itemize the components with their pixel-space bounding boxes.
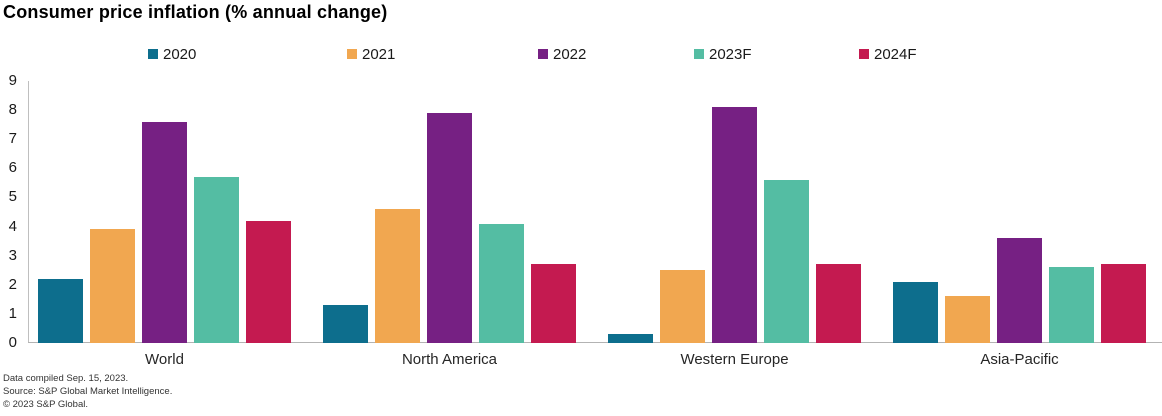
legend-label: 2024F — [874, 45, 917, 63]
bar-western-europe-2021 — [660, 270, 705, 343]
bar-world-2024f — [246, 220, 291, 343]
x-axis-category-label: Asia-Pacific — [980, 351, 1059, 368]
legend-label: 2023F — [709, 45, 752, 63]
footnote-source: Source: S&P Global Market Intelligence. — [3, 386, 173, 397]
legend-swatch-icon — [859, 49, 869, 59]
bar-asia-pacific-2020 — [893, 281, 938, 343]
y-axis-line — [28, 81, 29, 343]
bar-world-2021 — [90, 229, 135, 343]
footer: Data compiled Sep. 15, 2023. Source: S&P… — [3, 372, 172, 411]
y-axis-tick-label: 9 — [8, 72, 17, 89]
x-axis-category-label: World — [145, 351, 184, 368]
legend-label: 2022 — [553, 45, 587, 63]
y-axis-tick-label: 2 — [8, 275, 17, 293]
legend-item-2022: 2022 — [538, 44, 586, 64]
legend: 2020 2021 2022 2023F 2024F — [0, 44, 1162, 64]
x-axis-category-label: Western Europe — [680, 351, 789, 368]
legend-item-2020: 2020 — [148, 44, 196, 64]
bar-western-europe-2020 — [608, 334, 653, 343]
bar-north-america-2023f — [479, 223, 524, 343]
footnote-copyright: © 2023 S&P Global. — [3, 399, 88, 410]
y-axis-tick-label: 6 — [8, 159, 17, 177]
legend-item-2021: 2021 — [347, 44, 395, 64]
legend-item-2023f: 2023F — [694, 44, 752, 64]
y-axis-tick-label: 7 — [8, 130, 17, 148]
y-axis-tick-label: 8 — [8, 101, 17, 119]
y-axis-tick-label: 4 — [8, 217, 17, 235]
bar-western-europe-2023f — [764, 179, 809, 343]
footnote-compiled: Data compiled Sep. 15, 2023. — [3, 373, 129, 384]
legend-swatch-icon — [347, 49, 357, 59]
bar-asia-pacific-2021 — [945, 296, 990, 343]
chart-title: Consumer price inflation (% annual chang… — [3, 2, 388, 22]
bar-asia-pacific-2024f — [1101, 264, 1146, 343]
bar-world-2022 — [142, 121, 187, 343]
bar-north-america-2020 — [323, 305, 368, 343]
legend-item-2024f: 2024F — [859, 44, 917, 64]
y-axis-tick-label: 0 — [8, 334, 17, 351]
bar-asia-pacific-2023f — [1049, 267, 1094, 343]
legend-swatch-icon — [694, 49, 704, 59]
bar-north-america-2022 — [427, 113, 472, 343]
bar-western-europe-2024f — [816, 264, 861, 343]
y-axis-tick-label: 3 — [8, 246, 17, 264]
legend-swatch-icon — [538, 49, 548, 59]
legend-swatch-icon — [148, 49, 158, 59]
bar-world-2020 — [38, 278, 83, 343]
x-axis-line — [28, 342, 1162, 343]
y-axis-tick-label: 5 — [8, 188, 17, 206]
bar-north-america-2021 — [375, 209, 420, 343]
legend-label: 2021 — [362, 45, 396, 63]
bar-world-2023f — [194, 177, 239, 343]
y-axis-tick-label: 1 — [8, 304, 17, 322]
bar-asia-pacific-2022 — [997, 238, 1042, 343]
legend-label: 2020 — [163, 45, 197, 63]
bar-western-europe-2022 — [712, 107, 757, 343]
x-axis-category-label: North America — [401, 351, 498, 368]
bar-north-america-2024f — [531, 264, 576, 343]
